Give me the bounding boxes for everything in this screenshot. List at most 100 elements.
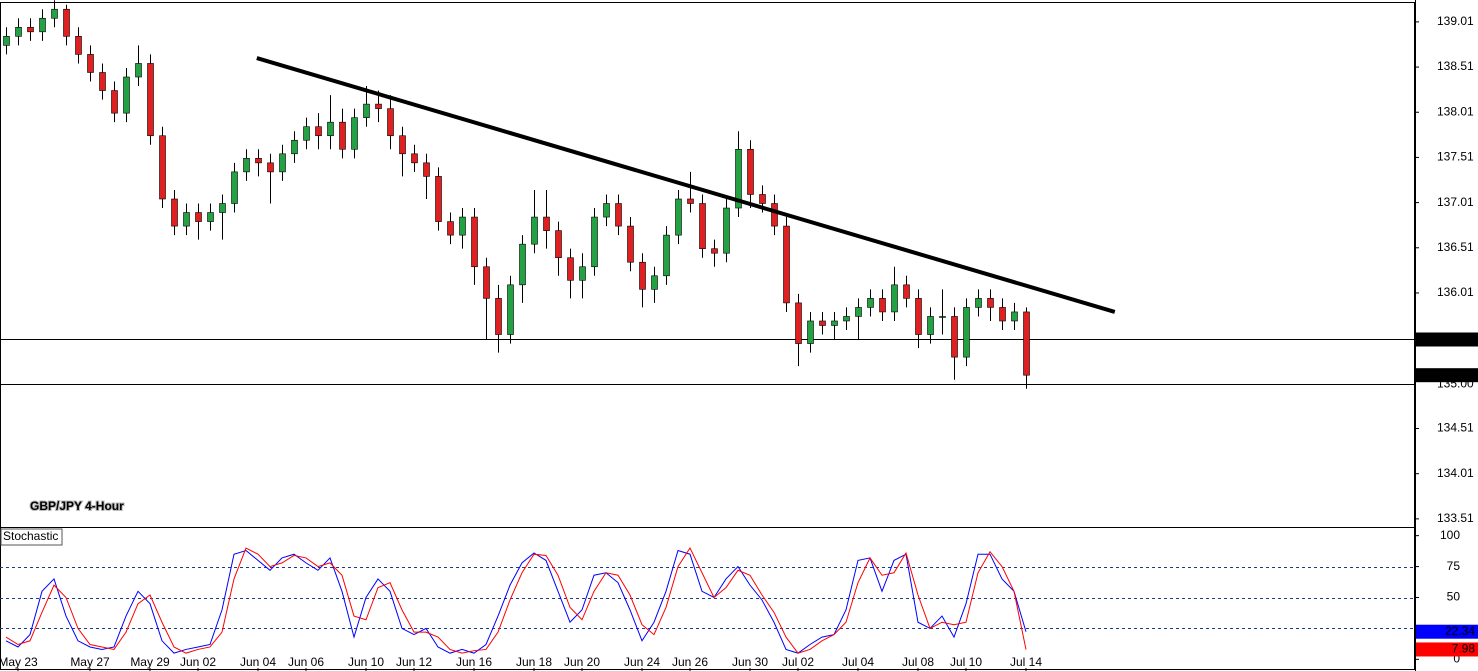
candle-body xyxy=(387,108,394,137)
y-tick-label: 133.51 xyxy=(1437,511,1474,525)
candle-body xyxy=(615,203,622,227)
candle-body xyxy=(627,225,634,263)
y-tick-label: 50 xyxy=(1447,590,1461,604)
value-label-box xyxy=(1416,624,1478,639)
stochastic-line xyxy=(5,547,1027,654)
candle-body xyxy=(531,216,538,245)
candle-body xyxy=(747,148,754,195)
x-tick-label: Jun 24 xyxy=(624,655,660,669)
y-tick-label: 0 xyxy=(1453,652,1460,666)
y-tick-label: 75 xyxy=(1447,559,1461,573)
candle-body xyxy=(303,126,310,141)
candle-body xyxy=(183,212,190,227)
candle-body xyxy=(111,90,118,114)
y-tick-label: 136.51 xyxy=(1437,240,1474,254)
candle-body xyxy=(1011,311,1018,322)
candle-body xyxy=(243,158,250,173)
candle-body xyxy=(399,135,406,155)
candle-body xyxy=(807,320,814,344)
y-tick-label: 100 xyxy=(1440,528,1460,542)
x-tick-label: May 29 xyxy=(130,655,170,669)
candle-body xyxy=(483,266,490,299)
candle-body xyxy=(795,302,802,344)
candle-body xyxy=(519,243,526,286)
x-tick-label: Jun 20 xyxy=(564,655,600,669)
candle-body xyxy=(315,126,322,137)
candle-body xyxy=(87,54,94,73)
candle-body xyxy=(471,216,478,268)
candle-body xyxy=(723,207,730,254)
frame xyxy=(0,2,1415,670)
candle-body xyxy=(411,153,418,164)
candle-body xyxy=(171,198,178,227)
y-tick-label: 134.51 xyxy=(1437,421,1474,435)
candle-body xyxy=(27,27,34,33)
candle-body xyxy=(951,316,958,358)
candle-body xyxy=(219,203,226,213)
candle-body xyxy=(831,320,838,326)
last-price-box xyxy=(1416,368,1478,383)
x-tick-label: Jun 26 xyxy=(672,655,708,669)
candle-body xyxy=(255,158,262,164)
x-tick-label: Jul 02 xyxy=(782,655,814,669)
x-tick-label: Jun 10 xyxy=(348,655,384,669)
candle-body xyxy=(675,198,682,236)
candle-body xyxy=(651,275,658,290)
candle-body xyxy=(363,103,370,118)
y-tick-label: 137.01 xyxy=(1437,195,1474,209)
candle-body xyxy=(639,261,646,290)
candle-body xyxy=(915,298,922,335)
x-tick-label: Jun 04 xyxy=(240,655,276,669)
x-tick-label: Jun 18 xyxy=(516,655,552,669)
x-tick-label: Jul 10 xyxy=(950,655,982,669)
candle-body xyxy=(375,103,382,109)
candle-body xyxy=(975,298,982,308)
candle-body xyxy=(999,307,1006,322)
stochastic-line xyxy=(5,549,1027,654)
y-tick-label: 136.01 xyxy=(1437,285,1474,299)
candle-body xyxy=(51,8,58,19)
candle-body xyxy=(207,212,214,222)
x-tick-label: May 27 xyxy=(70,655,110,669)
x-tick-label: Jun 02 xyxy=(180,655,216,669)
candle-body xyxy=(507,284,514,335)
chart-title: GBP/JPY 4-Hour xyxy=(30,499,124,513)
candle-body xyxy=(15,27,22,37)
panel-title: Stochastic xyxy=(3,529,58,543)
candle-body xyxy=(843,316,850,322)
y-tick-label: 137.51 xyxy=(1437,150,1474,164)
candle-body xyxy=(939,316,946,318)
candle-body xyxy=(591,216,598,268)
candle-body xyxy=(3,36,10,46)
x-tick-label: Jun 12 xyxy=(396,655,432,669)
candle-body xyxy=(339,121,346,150)
candle-body xyxy=(435,176,442,222)
candle-body xyxy=(39,17,46,33)
candle-body xyxy=(567,257,574,281)
candle-body xyxy=(495,298,502,335)
level-label: 135.50 xyxy=(1437,332,1474,346)
candle-body xyxy=(903,284,910,299)
candle-body xyxy=(867,298,874,308)
candle-body xyxy=(699,203,706,249)
candle-body xyxy=(351,117,358,150)
candle-body xyxy=(291,139,298,155)
candle-body xyxy=(603,203,610,218)
candle-body xyxy=(891,284,898,313)
y-tick-label: 139.01 xyxy=(1437,14,1474,28)
candle-body xyxy=(195,212,202,222)
candle-body xyxy=(267,162,274,173)
y-tick-label: 138.01 xyxy=(1437,104,1474,118)
candle-body xyxy=(711,248,718,254)
candle-body xyxy=(1023,311,1030,376)
y-tick-label: 134.01 xyxy=(1437,466,1474,480)
candle-body xyxy=(963,307,970,358)
candle-body xyxy=(459,216,466,236)
candle-body xyxy=(279,153,286,173)
candle-body xyxy=(231,171,238,204)
candle-body xyxy=(783,225,790,304)
value-label-box xyxy=(1416,642,1478,657)
x-tick-label: Jun 16 xyxy=(456,655,492,669)
candle-body xyxy=(123,76,130,114)
